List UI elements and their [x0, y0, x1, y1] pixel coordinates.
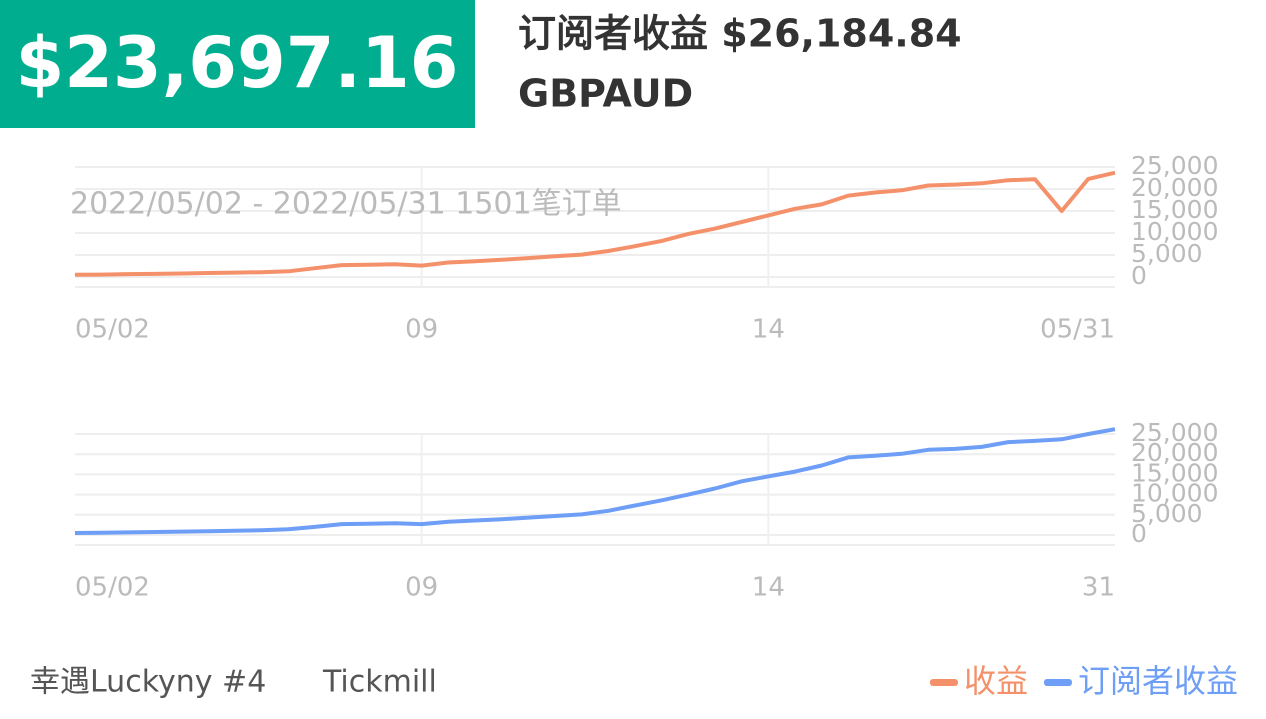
legend-swatch [929, 679, 958, 686]
x-tick-label: 14 [752, 315, 785, 345]
account: 幸遇Luckyny #4 [30, 665, 266, 700]
y-tick-label: 25,000 [1131, 151, 1218, 180]
x-tick-label: 09 [405, 573, 438, 603]
subtitle: 2022/05/02 - 2022/05/31 1501笔订单 [70, 187, 622, 222]
x-tick-label: 31 [1082, 573, 1115, 603]
x-tick-label: 14 [752, 573, 785, 603]
series-line [74, 170, 1116, 277]
y-tick-label: 25,000 [1131, 418, 1218, 447]
y-tick-label: 20,000 [1131, 173, 1218, 202]
y-tick-label: 10,000 [1131, 217, 1218, 246]
y-tick-label: 5,000 [1131, 499, 1203, 528]
y-tick-label: 5,000 [1131, 239, 1203, 268]
y-tick-label: 0 [1131, 261, 1147, 290]
x-tick-label: 05/02 [75, 315, 150, 345]
amount-box [0, 0, 475, 128]
legend-label: 收益 [964, 662, 1028, 700]
y-tick-label: 0 [1131, 519, 1147, 548]
x-tick-label: 09 [405, 315, 438, 345]
series-line [74, 427, 1116, 535]
amount: $23,697.16 [16, 22, 459, 104]
broker: Tickmill [322, 665, 437, 700]
x-tick-label: 05/31 [1040, 315, 1115, 345]
y-tick-label: 20,000 [1131, 438, 1218, 467]
y-tick-label: 15,000 [1131, 458, 1218, 487]
y-tick-label: 15,000 [1131, 195, 1218, 224]
legend-swatch [1043, 679, 1072, 686]
symbol: GBPAUD [518, 72, 693, 116]
x-tick-label: 05/02 [75, 573, 150, 603]
legend-label: 订阅者收益 [1078, 662, 1238, 700]
title: 订阅者收益 $26,184.84 [518, 12, 962, 56]
y-tick-label: 10,000 [1131, 479, 1218, 508]
